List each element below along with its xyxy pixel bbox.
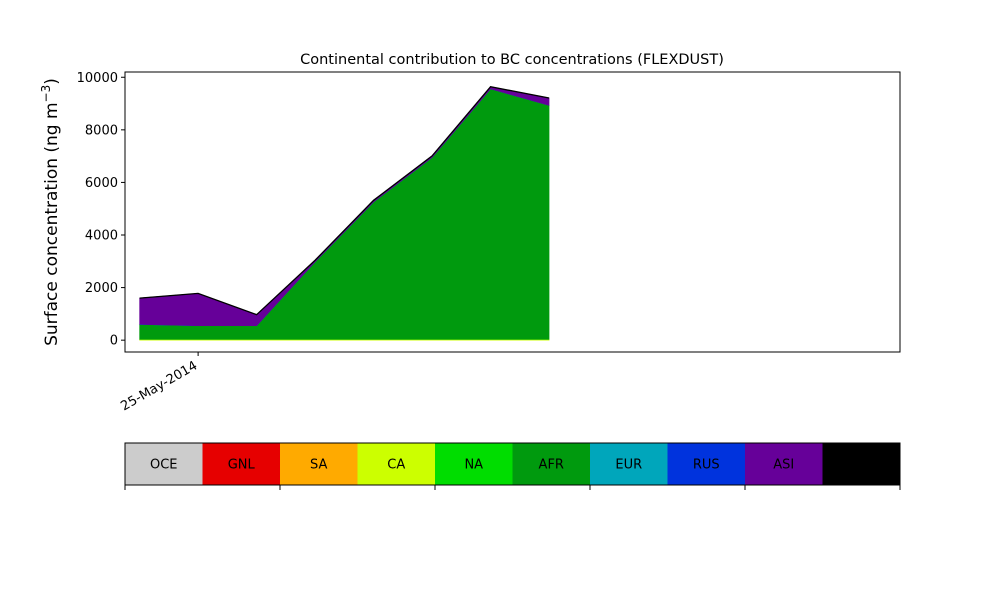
y-tick-label: 2000	[85, 281, 118, 296]
y-axis-label-close: )	[42, 78, 62, 85]
colorbar-swatch-sa	[280, 443, 358, 485]
colorbar-label-afr: AFR	[539, 458, 564, 473]
x-tick-label: 25-May-2014	[118, 358, 200, 414]
y-tick-label: 0	[110, 334, 118, 349]
y-tick-label: 8000	[85, 123, 118, 138]
colorbar-swatch-ca	[357, 443, 436, 485]
colorbar-label-oce: OCE	[150, 458, 178, 473]
colorbar-label-eur: EUR	[615, 458, 642, 473]
colorbar-label-gnl: GNL	[228, 458, 256, 473]
colorbar-label-rus: RUS	[693, 458, 720, 473]
region-colorbar: OCE GNL SA CA NA AFR EUR RUS ASI AUS	[124, 442, 901, 490]
colorbar-swatch-gnl	[202, 443, 281, 485]
colorbar-frame	[124, 442, 901, 486]
colorbar-swatch-afr	[512, 443, 591, 485]
colorbar-label-na: NA	[464, 458, 483, 473]
colorbar-swatch-aus	[822, 443, 901, 485]
total-outline	[139, 86, 550, 316]
y-axis-label-exponent: −3	[39, 85, 53, 103]
colorbar-label-asi: ASI	[773, 458, 794, 473]
y-tick-label: 6000	[85, 176, 118, 191]
stacked-areas	[139, 86, 550, 341]
colorbar-label-ca: CA	[387, 458, 405, 473]
plot-frame	[124, 71, 901, 353]
colorbar-label-sa: SA	[310, 458, 327, 473]
y-tick-label: 4000	[85, 229, 118, 244]
colorbar-swatch-eur	[590, 443, 668, 485]
y-axis-label-base: Surface concentration (ng m	[42, 102, 62, 345]
colorbar-swatch-na	[435, 443, 513, 485]
y-tick-label: 10000	[77, 71, 118, 86]
y-axis-label: Surface concentration (ng m−3)	[39, 78, 62, 346]
colorbar-swatch-rus	[667, 443, 746, 485]
colorbar-label-aus: AUS	[848, 458, 875, 473]
chart-title: Continental contribution to BC concentra…	[300, 52, 724, 68]
y-axis: 0 2000 4000 6000 8000 10000	[77, 71, 125, 349]
colorbar-swatch-asi	[745, 443, 823, 485]
colorbar-swatch-oce	[125, 443, 203, 485]
x-axis: 25-May-2014	[118, 352, 200, 414]
